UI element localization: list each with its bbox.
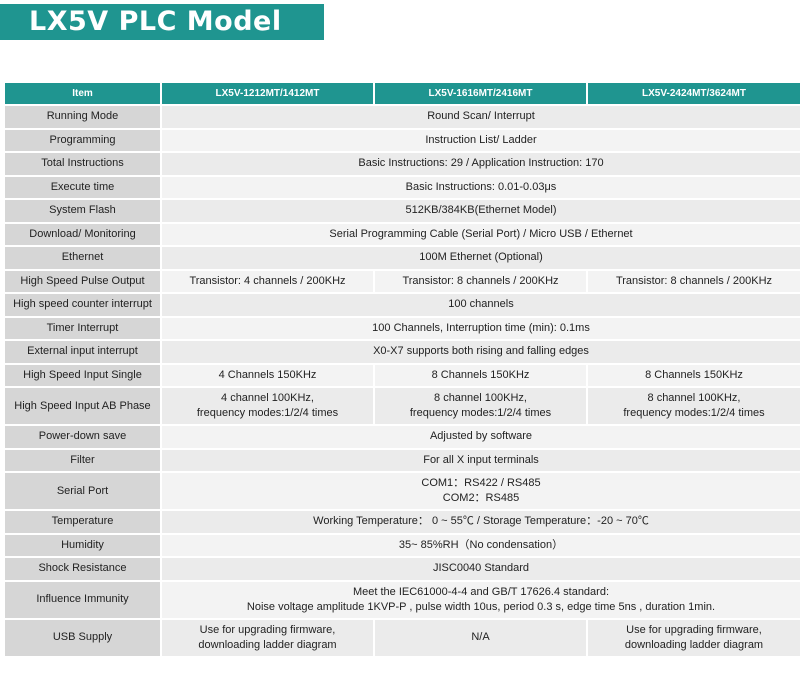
row-value: Working Temperature： 0 ~ 55℃ / Storage T… bbox=[162, 511, 800, 533]
value-line: downloading ladder diagram bbox=[198, 638, 337, 651]
table-row: High Speed Input AB Phase 4 channel 100KH… bbox=[5, 388, 800, 424]
row-value: Meet the IEC61000-4-4 and GB/T 17626.4 s… bbox=[162, 581, 800, 618]
value-line: Meet the IEC61000-4-4 and GB/T 17626.4 s… bbox=[352, 585, 610, 598]
row-label: Temperature bbox=[5, 511, 160, 533]
row-value: Transistor: 4 channels / 200KHz bbox=[162, 270, 373, 292]
header-model-1212: LX5V-1212MT/1412MT bbox=[162, 83, 373, 104]
row-value: Instruction List/ Ladder bbox=[162, 129, 800, 151]
row-label: Humidity bbox=[5, 534, 160, 556]
value-line: Use for upgrading firmware, bbox=[199, 623, 336, 636]
row-value: Use for upgrading firmware, downloading l… bbox=[162, 619, 373, 656]
row-value: COM1：RS422 / RS485 COM2：RS485 bbox=[162, 473, 800, 509]
row-label: Power-down save bbox=[5, 426, 160, 448]
row-label: Running Mode bbox=[5, 106, 160, 128]
table-row: Humidity 35~ 85%RH（No condensation） bbox=[5, 534, 800, 556]
row-value: Basic Instructions: 29 / Application Ins… bbox=[162, 153, 800, 175]
table-header-row: Item LX5V-1212MT/1412MT LX5V-1616MT/2416… bbox=[5, 83, 800, 104]
table-row: Ethernet 100M Ethernet (Optional) bbox=[5, 247, 800, 269]
row-value: 35~ 85%RH（No condensation） bbox=[162, 534, 800, 556]
value-line: COM2：RS485 bbox=[442, 492, 520, 504]
table-row: Timer Interrupt 100 Channels, Interruptio… bbox=[5, 317, 800, 339]
value-line: N/A bbox=[471, 631, 490, 643]
table-row: Total Instructions Basic Instructions: 29… bbox=[5, 153, 800, 175]
page-title: LX5V PLC Model bbox=[0, 4, 324, 40]
row-value: 8 Channels 150KHz bbox=[588, 364, 800, 386]
value-line: 8 channel 100KHz, bbox=[434, 392, 527, 404]
value-line: frequency modes:1/2/4 times bbox=[409, 407, 552, 419]
table-row: High speed counter interrupt 100 channels bbox=[5, 294, 800, 316]
value-line: frequency modes:1/2/4 times bbox=[623, 407, 765, 419]
table-row: High Speed Pulse Output Transistor: 4 cha… bbox=[5, 270, 800, 292]
row-label: Programming bbox=[5, 129, 160, 151]
row-label: Filter bbox=[5, 449, 160, 471]
table-row: Serial Port COM1：RS422 / RS485 COM2：RS485 bbox=[5, 473, 800, 509]
table-row: Execute time Basic Instructions: 0.01-0.0… bbox=[5, 176, 800, 198]
row-label: Serial Port bbox=[5, 473, 160, 509]
table-row: High Speed Input Single 4 Channels 150KHz… bbox=[5, 364, 800, 386]
row-label: USB Supply bbox=[5, 619, 160, 656]
value-line: frequency modes:1/2/4 times bbox=[196, 407, 339, 419]
table-row: Download/ Monitoring Serial Programming C… bbox=[5, 223, 800, 245]
row-value: Adjusted by software bbox=[162, 426, 800, 448]
table-row: Influence Immunity Meet the IEC61000-4-4 … bbox=[5, 581, 800, 618]
row-value: For all X input terminals bbox=[162, 449, 800, 471]
row-value: 100 channels bbox=[162, 294, 800, 316]
row-label: High Speed Input AB Phase bbox=[5, 388, 160, 424]
row-value: 512KB/384KB(Ethernet Model) bbox=[162, 200, 800, 222]
row-label: Timer Interrupt bbox=[5, 317, 160, 339]
row-label: Download/ Monitoring bbox=[5, 223, 160, 245]
row-value: Round Scan/ Interrupt bbox=[162, 106, 800, 128]
table-row: Filter For all X input terminals bbox=[5, 449, 800, 471]
value-line: COM1：RS422 / RS485 bbox=[421, 477, 541, 489]
row-value: 4 channel 100KHz, frequency modes:1/2/4 t… bbox=[162, 388, 373, 424]
spec-table: Item LX5V-1212MT/1412MT LX5V-1616MT/2416… bbox=[3, 81, 800, 658]
row-value: X0-X7 supports both rising and falling e… bbox=[162, 341, 800, 363]
table-row: System Flash 512KB/384KB(Ethernet Model) bbox=[5, 200, 800, 222]
row-label: System Flash bbox=[5, 200, 160, 222]
table-row: Shock Resistance JISC0040 Standard bbox=[5, 558, 800, 580]
value-line: 4 channel 100KHz, bbox=[221, 392, 314, 404]
row-value: Transistor: 8 channels / 200KHz bbox=[588, 270, 800, 292]
row-label: Shock Resistance bbox=[5, 558, 160, 580]
row-value: 4 Channels 150KHz bbox=[162, 364, 373, 386]
row-label: Influence Immunity bbox=[5, 581, 160, 618]
row-value: 8 Channels 150KHz bbox=[375, 364, 586, 386]
value-line: Use for upgrading firmware, bbox=[626, 623, 762, 636]
value-line: Noise voltage amplitude 1KVP-P , pulse w… bbox=[246, 600, 716, 613]
table-row: External input interrupt X0-X7 supports b… bbox=[5, 341, 800, 363]
row-value: N/A bbox=[375, 619, 586, 656]
row-label: External input interrupt bbox=[5, 341, 160, 363]
row-label: Execute time bbox=[5, 176, 160, 198]
row-label: Ethernet bbox=[5, 247, 160, 269]
row-label: High Speed Input Single bbox=[5, 364, 160, 386]
table-row: Running Mode Round Scan/ Interrupt bbox=[5, 106, 800, 128]
value-line: 8 channel 100KHz, bbox=[647, 392, 741, 404]
table-row: Temperature Working Temperature： 0 ~ 55℃ … bbox=[5, 511, 800, 533]
header-model-2424: LX5V-2424MT/3624MT bbox=[588, 83, 800, 104]
row-value: 8 channel 100KHz, frequency modes:1/2/4 t… bbox=[375, 388, 586, 424]
row-value: 100 Channels, Interruption time (min): 0… bbox=[162, 317, 800, 339]
row-value: Transistor: 8 channels / 200KHz bbox=[375, 270, 586, 292]
row-value: JISC0040 Standard bbox=[162, 558, 800, 580]
header-model-1616: LX5V-1616MT/2416MT bbox=[375, 83, 586, 104]
row-value: 100M Ethernet (Optional) bbox=[162, 247, 800, 269]
row-label: High Speed Pulse Output bbox=[5, 270, 160, 292]
row-value: 8 channel 100KHz, frequency modes:1/2/4 t… bbox=[588, 388, 800, 424]
table-row: USB Supply Use for upgrading firmware, dow… bbox=[5, 619, 800, 656]
row-value: Use for upgrading firmware, downloading l… bbox=[588, 619, 800, 656]
header-item: Item bbox=[5, 83, 160, 104]
table-row: Power-down save Adjusted by software bbox=[5, 426, 800, 448]
row-label: High speed counter interrupt bbox=[5, 294, 160, 316]
row-value: Basic Instructions: 0.01-0.03μs bbox=[162, 176, 800, 198]
value-line: downloading ladder diagram bbox=[624, 638, 764, 651]
row-label: Total Instructions bbox=[5, 153, 160, 175]
table-row: Programming Instruction List/ Ladder bbox=[5, 129, 800, 151]
row-value: Serial Programming Cable (Serial Port) /… bbox=[162, 223, 800, 245]
